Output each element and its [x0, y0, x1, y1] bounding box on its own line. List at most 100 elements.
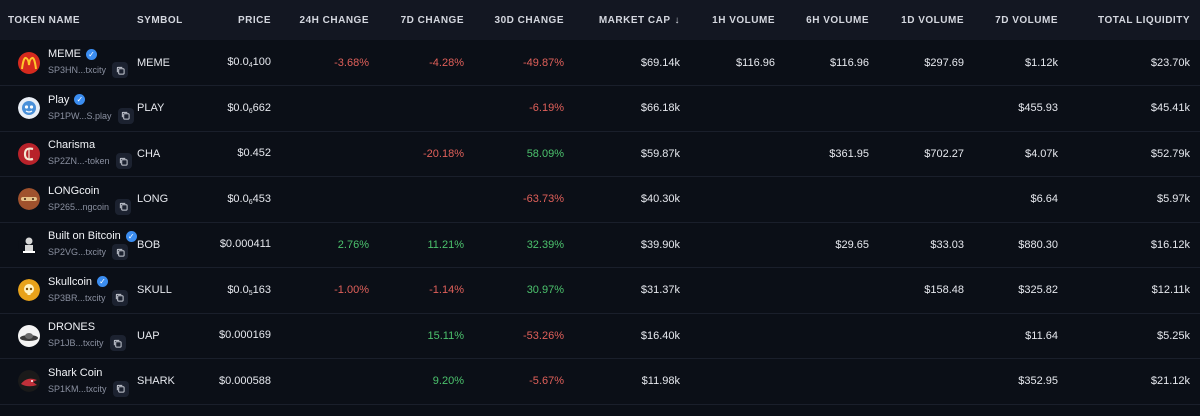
token-address: SP265...ngcoin — [48, 201, 110, 212]
token-name: Built on Bitcoin — [48, 230, 121, 243]
change-30d: -53.26% — [523, 329, 564, 342]
price-main: $0.000588 — [219, 374, 271, 387]
volume-1d — [879, 313, 974, 359]
table-row[interactable]: LONGcoin SP265...ngcoin LONG $0.06453 -63.73… — [0, 177, 1200, 223]
token-cell[interactable]: DRONES SP1JB...txcity — [0, 313, 127, 359]
table-row[interactable]: MEME ✓ SP3HN...txcity MEME $0.04100 -3.68% -4.… — [0, 40, 1200, 86]
token-cell[interactable]: Charisma SP2ZN...-token — [0, 131, 132, 177]
price-digits: 453 — [252, 192, 271, 205]
table-row[interactable]: Shark Coin SP1KM...txcity SHARK $0.000588 9.… — [0, 359, 1200, 405]
col-market-cap[interactable]: MARKET CAP ↓ — [574, 0, 690, 40]
token-symbol: BOB — [137, 238, 161, 251]
change-30d: -6.19% — [529, 102, 564, 115]
token-price: $0.000411 — [197, 222, 281, 268]
change-24h — [281, 131, 379, 177]
verified-badge-icon: ✓ — [86, 48, 97, 60]
price-main: $0.000169 — [219, 329, 271, 342]
golden-arches-icon — [18, 51, 40, 74]
market-cap: $69.14k — [640, 56, 680, 69]
change-24h: 2.76% — [337, 238, 369, 251]
token-cell[interactable]: Shark Coin SP1KM...txcity — [0, 359, 129, 405]
volume-1h: $116.96 — [736, 56, 775, 69]
volume-7d: $1.12k — [1024, 56, 1058, 69]
price-main: $0.452 — [237, 147, 271, 160]
longcoin-icon — [18, 188, 40, 211]
total-liquidity: $52.79k — [1150, 147, 1190, 160]
ufo-icon — [18, 324, 40, 347]
col-1h-volume[interactable]: 1H VOLUME — [712, 14, 775, 26]
copy-address-icon[interactable] — [117, 107, 134, 124]
col-6h-volume[interactable]: 6H VOLUME — [806, 14, 869, 26]
col-total-liquidity[interactable]: TOTAL LIQUIDITY — [1098, 14, 1190, 26]
change-24h — [281, 86, 379, 132]
change-7d: -4.28% — [429, 56, 464, 69]
token-cell[interactable]: MEME ✓ SP3HN...txcity — [0, 40, 129, 86]
skull-coin-icon — [18, 279, 40, 302]
price-main: $0.0 — [227, 283, 249, 296]
volume-7d: $455.93 — [1018, 102, 1058, 115]
col-7d-change[interactable]: 7D CHANGE — [400, 14, 464, 26]
table-row[interactable]: Play ✓ SP1PW...S.play PLAY $0.06662 -6.19% $66… — [0, 86, 1200, 132]
col-24h-change[interactable]: 24H CHANGE — [299, 14, 369, 26]
token-name: DRONES — [48, 321, 96, 334]
token-cell[interactable]: LONGcoin SP265...ngcoin — [0, 177, 132, 223]
token-price: $0.06662 — [197, 86, 281, 132]
verified-badge-icon: ✓ — [97, 276, 109, 288]
col-7d-volume[interactable]: 7D VOLUME — [995, 14, 1058, 26]
price-main: $0.0 — [227, 56, 249, 68]
token-symbol: PLAY — [137, 102, 165, 115]
col-price[interactable]: PRICE — [237, 14, 271, 26]
volume-1h — [690, 222, 785, 268]
volume-1h — [690, 313, 785, 359]
col-token-name[interactable]: TOKEN NAME — [8, 14, 81, 26]
table-row[interactable]: Skullcoin ✓ SP3BR...txcity SKULL $0.05163 -1.… — [0, 268, 1200, 314]
copy-address-icon[interactable] — [115, 198, 132, 215]
price-zero-count: 6 — [248, 107, 253, 115]
volume-1d: $702.27 — [924, 147, 964, 160]
volume-6h — [785, 86, 879, 132]
change-30d: 32.39% — [526, 238, 564, 251]
copy-address-icon[interactable] — [112, 380, 129, 397]
price-zero-count: 6 — [248, 198, 253, 206]
col-30d-change[interactable]: 30D CHANGE — [494, 14, 564, 26]
change-7d: 15.11% — [427, 329, 465, 342]
volume-7d: $4.07k — [1024, 147, 1058, 160]
token-cell[interactable]: Skullcoin ✓ SP3BR...txcity — [0, 268, 128, 314]
shark-icon — [18, 370, 40, 393]
change-24h — [281, 177, 379, 223]
token-symbol: CHA — [137, 147, 161, 160]
copy-address-icon[interactable] — [111, 289, 128, 306]
market-cap: $31.37k — [640, 284, 680, 297]
table-row[interactable]: Built on Bitcoin ✓ SP2VG...txcity BOB $0.000… — [0, 222, 1200, 268]
total-liquidity: $16.12k — [1150, 238, 1190, 251]
price-main: $0.0 — [227, 192, 249, 205]
token-name: Charisma — [48, 139, 96, 152]
token-cell[interactable]: Play ✓ SP1PW...S.play — [0, 86, 134, 132]
token-price: $0.06453 — [197, 177, 281, 223]
total-liquidity: $5.25k — [1156, 329, 1190, 342]
token-cell[interactable]: Built on Bitcoin ✓ SP2VG...txcity — [0, 222, 137, 268]
sort-down-icon: ↓ — [674, 14, 680, 26]
volume-6h — [785, 268, 879, 314]
table-row[interactable]: Charisma SP2ZN...-token CHA $0.452 -20.18% 58… — [0, 131, 1200, 177]
token-address: SP3HN...txcity — [48, 65, 107, 75]
volume-1h — [690, 268, 785, 314]
copy-address-icon[interactable] — [115, 153, 132, 170]
change-30d: 58.09% — [526, 147, 564, 160]
token-price: $0.04100 — [197, 40, 281, 86]
volume-6h: $116.96 — [830, 56, 869, 69]
volume-6h: $361.95 — [829, 147, 869, 160]
token-symbol: UAP — [137, 329, 160, 342]
table-row[interactable]: DRONES SP1JB...txcity UAP $0.000169 15.11% -5… — [0, 313, 1200, 359]
copy-address-icon[interactable] — [109, 335, 126, 352]
volume-1h — [690, 131, 785, 177]
col-symbol[interactable]: SYMBOL — [137, 14, 183, 26]
market-cap-label: MARKET CAP — [598, 14, 671, 26]
col-1d-volume[interactable]: 1D VOLUME — [901, 14, 964, 26]
token-price: $0.452 — [197, 131, 281, 177]
volume-6h — [785, 359, 879, 405]
token-symbol: MEME — [137, 56, 170, 69]
copy-address-icon[interactable] — [112, 62, 129, 78]
volume-1d: $158.48 — [924, 284, 964, 297]
copy-address-icon[interactable] — [112, 244, 129, 261]
